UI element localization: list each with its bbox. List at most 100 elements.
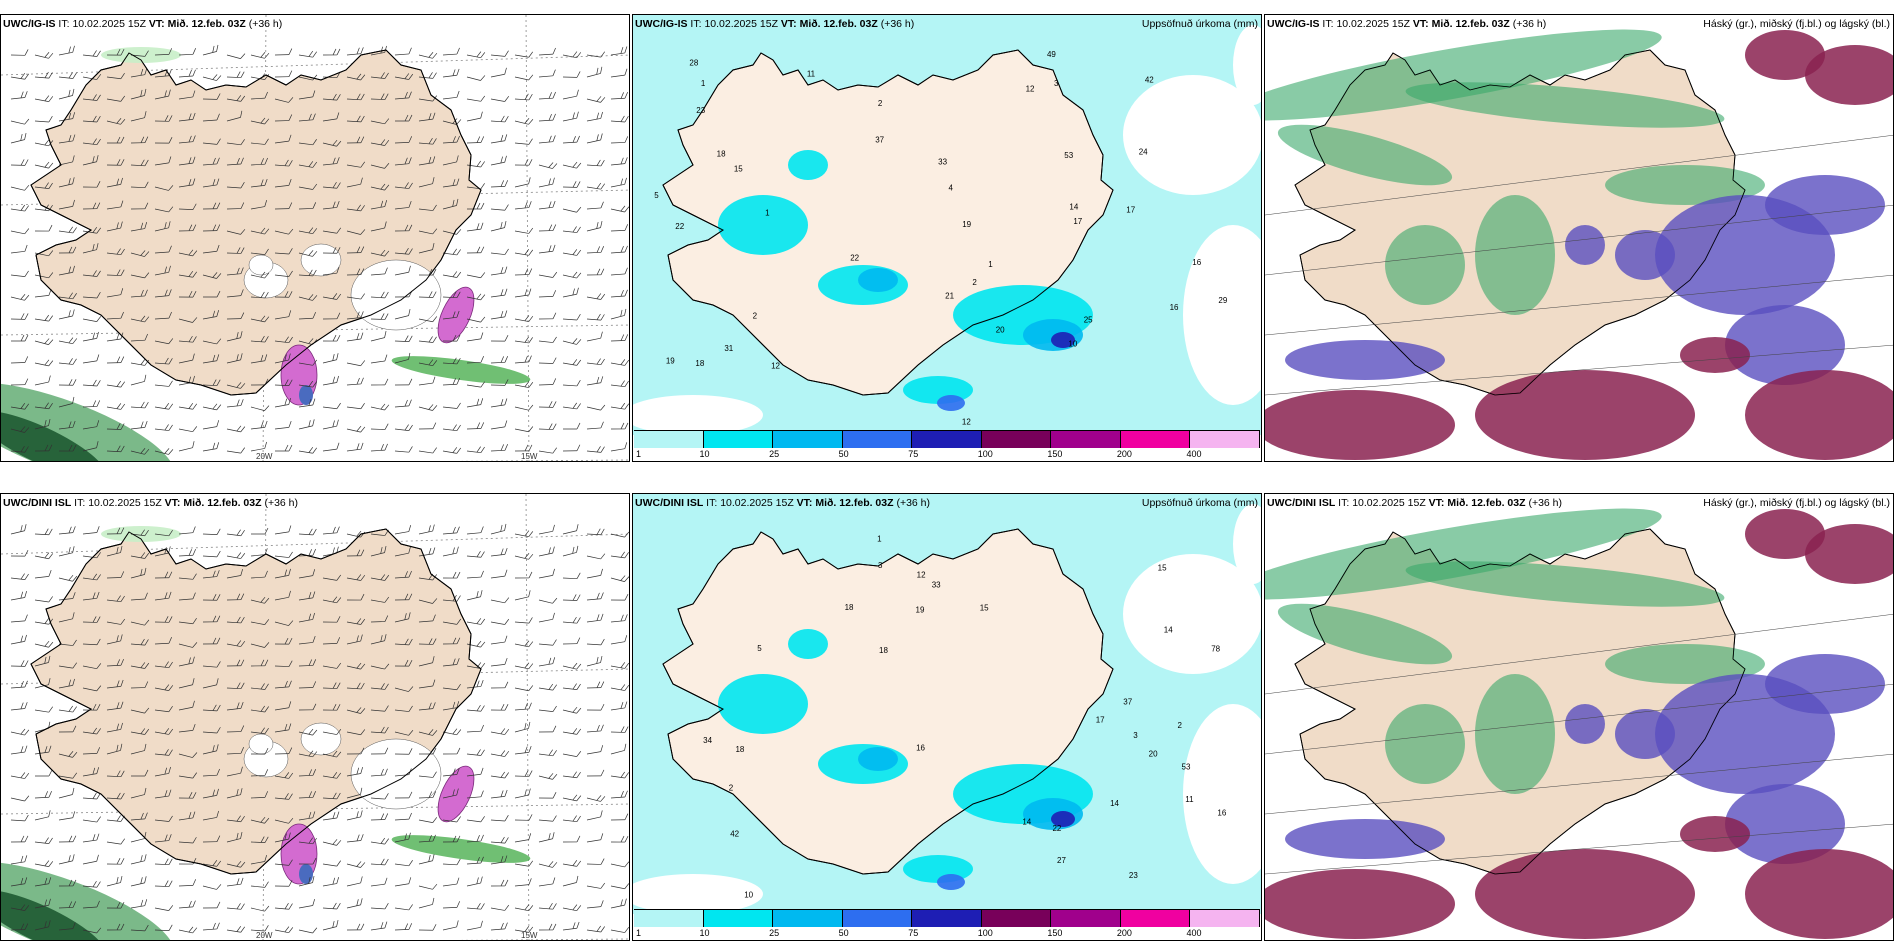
wind-barb <box>10 923 29 931</box>
wind-barb <box>466 551 485 558</box>
colorbar-segment <box>1120 430 1191 448</box>
wind-barb <box>154 115 173 122</box>
wind-barb <box>610 684 629 691</box>
wind-barb <box>10 795 30 802</box>
wind-barb <box>202 44 219 56</box>
wind-barb <box>250 271 270 279</box>
wind-barb <box>514 860 534 867</box>
wind-barb <box>274 444 293 452</box>
wind-barb <box>346 810 363 821</box>
wind-barb <box>34 288 52 298</box>
wind-barb <box>154 530 173 537</box>
wind-barb <box>106 838 126 845</box>
wind-barb <box>538 312 557 320</box>
wind-barb <box>466 662 486 669</box>
precip-value: 2 <box>753 311 758 320</box>
panel-header: UWC/IG-IS IT: 10.02.2025 15Z VT: Mið. 12… <box>635 18 915 30</box>
lon-label-15w: 15W <box>521 452 538 461</box>
wind-barb <box>178 178 196 188</box>
colorbar-segment <box>1190 909 1260 927</box>
wind-barb <box>106 701 124 711</box>
wind-barb <box>610 743 627 755</box>
wind-barb <box>82 202 101 210</box>
wind-barb <box>298 419 315 430</box>
wind-barb <box>82 816 101 823</box>
wind-barb <box>34 71 53 79</box>
wind-barb <box>490 288 508 298</box>
wind-barb <box>202 403 222 411</box>
wind-barb <box>226 157 244 166</box>
wind-barb <box>538 639 557 646</box>
wind-barb <box>178 678 195 689</box>
wind-barb <box>562 161 582 169</box>
wind-barb <box>58 546 75 557</box>
wind-barb <box>202 922 220 931</box>
wind-barb <box>154 380 173 387</box>
colorbar-label: 1 <box>636 928 642 938</box>
wind-barb <box>394 309 411 320</box>
wind-barb <box>610 771 629 779</box>
wind-barb <box>346 402 365 410</box>
wind-barb <box>586 745 604 755</box>
wind-barb <box>562 181 581 188</box>
wind-barb <box>226 229 246 235</box>
wind-barb <box>82 880 101 888</box>
wind-barb <box>10 549 29 557</box>
wind-barb <box>562 637 581 645</box>
wind-barb <box>370 118 390 125</box>
wind-barb <box>514 93 533 101</box>
wind-barb <box>298 202 317 210</box>
wind-barb <box>394 265 411 276</box>
wind-barb <box>346 425 366 433</box>
wind-barb <box>298 359 318 366</box>
precip-value: 22 <box>675 222 684 231</box>
wind-barb <box>250 659 269 667</box>
precip-value: 14 <box>1110 799 1119 808</box>
wind-barb <box>226 247 245 254</box>
wind-barb <box>346 861 366 868</box>
precip-value: 16 <box>1217 809 1226 818</box>
precip-value: 1 <box>877 535 882 544</box>
wind-barb <box>490 266 508 276</box>
wind-barb <box>10 49 29 56</box>
wind-barb <box>322 920 339 931</box>
wind-barb <box>538 877 556 887</box>
wind-barb <box>58 526 76 535</box>
wind-barb <box>130 899 148 909</box>
wind-barb <box>514 878 532 887</box>
wind-barb <box>466 749 485 756</box>
wind-barb <box>250 727 269 735</box>
wind-barb <box>538 861 558 868</box>
wind-barb <box>298 769 317 777</box>
wind-barb <box>130 181 149 189</box>
colorbar-label: 400 <box>1186 928 1202 938</box>
wind-barb <box>466 446 485 454</box>
wind-barb <box>34 418 51 430</box>
wind-barb <box>202 744 219 755</box>
wind-barb <box>154 338 174 345</box>
wind-barb <box>562 111 579 122</box>
wind-barb <box>274 310 292 320</box>
wind-barb <box>226 312 245 320</box>
wind-barb <box>442 835 461 843</box>
panel-cloud-bottom: UWC/DINI ISL IT: 10.02.2025 15Z VT: Mið.… <box>1264 493 1894 941</box>
wind-barb <box>154 880 173 887</box>
wind-barb <box>418 204 437 211</box>
wind-barb <box>34 837 53 844</box>
wind-barb <box>10 184 30 191</box>
wind-barb <box>610 308 627 320</box>
wind-barb <box>442 701 460 711</box>
wind-barb <box>610 157 628 166</box>
wind-barb <box>394 638 413 646</box>
colorbar-label: 75 <box>908 449 919 459</box>
precip-value: 12 <box>917 570 926 579</box>
wind-barb <box>154 311 172 320</box>
wind-barb <box>346 136 365 144</box>
wind-barb <box>178 900 196 909</box>
wind-barb <box>538 91 556 100</box>
wind-barb <box>610 205 629 213</box>
wind-barb <box>586 900 604 909</box>
wind-barb <box>418 656 435 667</box>
wind-barb <box>154 766 171 777</box>
wind-barb <box>34 617 54 625</box>
